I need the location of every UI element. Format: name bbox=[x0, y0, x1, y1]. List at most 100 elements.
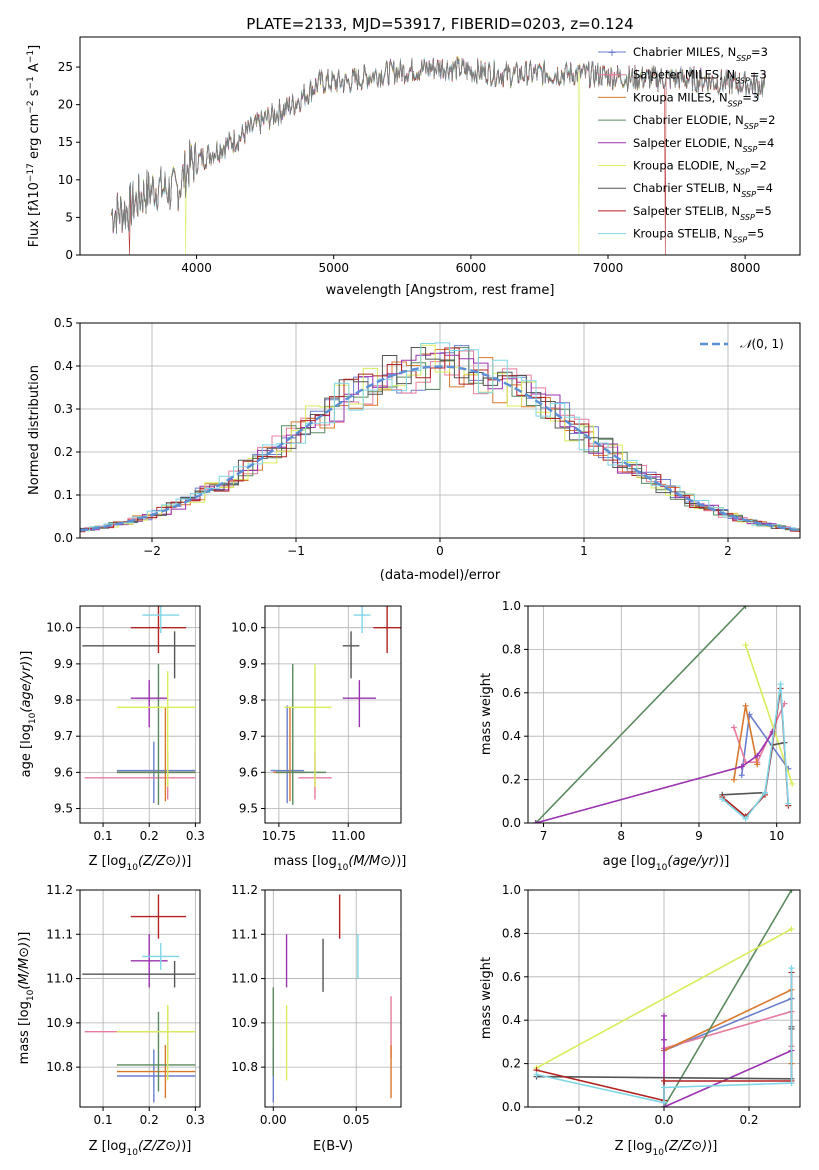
spectrum-line bbox=[111, 56, 766, 255]
weight-marker bbox=[788, 965, 795, 972]
x-tick-label: 1 bbox=[580, 544, 588, 558]
panel-age-vs-mass: 10.75 11.00 9.5 9.6 9.7 9.8 9.9 10.0 mass [log10… bbox=[231, 605, 406, 873]
weight-marker bbox=[742, 702, 749, 709]
weight-marker bbox=[788, 1080, 795, 1087]
y-tick-label: 11.1 bbox=[46, 927, 73, 941]
y-tick-label: 10.0 bbox=[46, 621, 73, 635]
plot-area bbox=[82, 606, 196, 805]
y-tick-label: 9.5 bbox=[239, 802, 258, 816]
panel-weight-vs-Z: −0.2 0.0 0.2 0.0 0.2 0.4 0.6 0.8 1.0 mass weight Z… bbox=[479, 883, 801, 1158]
y-tick-label: 1.0 bbox=[502, 883, 521, 897]
legend-entry: Chabrier STELIB, NSSP=4 bbox=[633, 181, 773, 199]
y-tick-label: 15 bbox=[58, 135, 73, 149]
weight-marker bbox=[661, 1099, 667, 1106]
axes-frame bbox=[527, 605, 801, 824]
y-axis-label: mass [log10(M/M⊙))] bbox=[17, 932, 36, 1065]
panel-residuals: −2 −1 0 1 2 0.0 0.1 0.2 0.3 0.4 0.5 𝒩(0, 1) (data-mo… bbox=[27, 316, 801, 583]
x-tick-label: 0.2 bbox=[140, 1113, 159, 1127]
y-tick-label: 0.2 bbox=[502, 773, 521, 787]
x-tick-label: 0.3 bbox=[186, 1113, 205, 1127]
x-tick-label: 2 bbox=[724, 544, 732, 558]
y-tick-label: 0.5 bbox=[54, 316, 73, 330]
y-axis-label: age [log10(age/yr))] bbox=[19, 651, 38, 778]
y-axis-label: Normed distribution bbox=[27, 365, 42, 495]
y-tick-label: 9.6 bbox=[54, 765, 73, 779]
y-axis-label: mass weight bbox=[479, 673, 494, 755]
weight-marker bbox=[789, 780, 796, 787]
y-tick-label: 0.1 bbox=[54, 488, 73, 502]
x-axis-label: Z [log10(Z/Z⊙))] bbox=[89, 1139, 192, 1158]
figure-title: PLATE=2133, MJD=53917, FIBERID=0203, z=0… bbox=[246, 15, 633, 33]
y-tick-label: 5 bbox=[65, 210, 73, 224]
weight-marker bbox=[754, 752, 761, 759]
weight-marker bbox=[730, 724, 737, 731]
histogram-step bbox=[80, 342, 800, 532]
y-tick-label: 0.2 bbox=[54, 445, 73, 459]
legend-entry: Salpeter ELODIE, NSSP=4 bbox=[633, 136, 774, 154]
weight-line bbox=[663, 890, 793, 1107]
y-tick-label: 10.8 bbox=[231, 1060, 258, 1074]
weight-marker bbox=[754, 761, 761, 768]
weight-line bbox=[744, 644, 793, 785]
x-axis-label: (data-model)/error bbox=[380, 568, 501, 583]
y-tick-label: 9.6 bbox=[239, 765, 258, 779]
y-tick-label: 0.3 bbox=[54, 402, 73, 416]
weight-marker bbox=[762, 789, 769, 796]
weight-line bbox=[536, 928, 792, 1069]
x-tick-label: 0.2 bbox=[739, 1113, 758, 1127]
weight-line bbox=[663, 988, 793, 1064]
x-axis-label: age [log10(age/yr))] bbox=[603, 854, 730, 873]
plot-area bbox=[272, 894, 392, 1103]
y-tick-label: 0 bbox=[65, 248, 73, 262]
axes-frame bbox=[264, 889, 402, 1108]
x-tick-label: 0.1 bbox=[94, 1113, 113, 1127]
legend-entry: Chabrier MILES, NSSP=3 bbox=[633, 45, 768, 63]
y-tick-label: 11.2 bbox=[231, 883, 258, 897]
weight-marker bbox=[777, 681, 784, 688]
panel-weight-vs-age: 7 8 9 10 0.0 0.2 0.4 0.6 0.8 1.0 mass weight age [l… bbox=[479, 599, 801, 873]
y-tick-label: 0.2 bbox=[502, 1057, 521, 1071]
y-tick-label: 0.4 bbox=[54, 359, 73, 373]
weight-marker bbox=[738, 763, 745, 770]
x-tick-label: 9 bbox=[695, 829, 703, 843]
histogram-step bbox=[80, 347, 800, 533]
y-tick-label: 10.0 bbox=[231, 621, 258, 635]
x-tick-label: 0 bbox=[436, 544, 444, 558]
y-tick-label: 0.4 bbox=[502, 1013, 521, 1027]
panel-age-vs-Z: 0.1 0.2 0.3 9.5 9.6 9.7 9.8 9.9 10.0 Z [log10(Z/Z… bbox=[19, 605, 205, 873]
legend-marker: + bbox=[607, 69, 616, 82]
y-tick-label: 9.7 bbox=[239, 729, 258, 743]
weight-marker bbox=[661, 1084, 667, 1091]
x-tick-label: 11.00 bbox=[331, 829, 365, 843]
y-tick-label: 9.7 bbox=[54, 729, 73, 743]
y-tick-label: 11.1 bbox=[231, 927, 258, 941]
spectrum-data-line bbox=[111, 57, 766, 233]
y-tick-label: 0.8 bbox=[502, 642, 521, 656]
weight-marker bbox=[742, 642, 749, 649]
x-tick-label: 0.2 bbox=[140, 829, 159, 843]
y-tick-label: 20 bbox=[58, 98, 73, 112]
y-tick-label: 0.0 bbox=[502, 816, 521, 830]
weight-marker bbox=[742, 606, 749, 609]
axes-frame bbox=[79, 605, 201, 824]
y-tick-label: 25 bbox=[58, 60, 73, 74]
y-tick-label: 10 bbox=[58, 173, 73, 187]
y-tick-label: 10.9 bbox=[231, 1016, 258, 1030]
x-tick-label: −2 bbox=[143, 544, 161, 558]
axes-frame bbox=[79, 889, 201, 1108]
legend-entry: Salpeter STELIB, NSSP=5 bbox=[633, 204, 772, 222]
x-axis-label: Z [log10(Z/Z⊙))] bbox=[89, 854, 192, 873]
weight-marker bbox=[738, 772, 745, 779]
legend-entry: Salpeter MILES, NSSP=3 bbox=[633, 68, 767, 86]
plot-area bbox=[82, 894, 196, 1103]
weight-marker bbox=[661, 1012, 667, 1019]
weight-marker bbox=[661, 1077, 667, 1084]
weight-marker bbox=[719, 796, 726, 803]
x-tick-label: 0.00 bbox=[260, 1113, 287, 1127]
axes-frame bbox=[79, 36, 801, 256]
x-tick-label: 4000 bbox=[181, 261, 212, 275]
y-tick-label: 0.6 bbox=[502, 686, 521, 700]
x-tick-label: 10 bbox=[769, 829, 784, 843]
x-tick-label: 7 bbox=[540, 829, 548, 843]
